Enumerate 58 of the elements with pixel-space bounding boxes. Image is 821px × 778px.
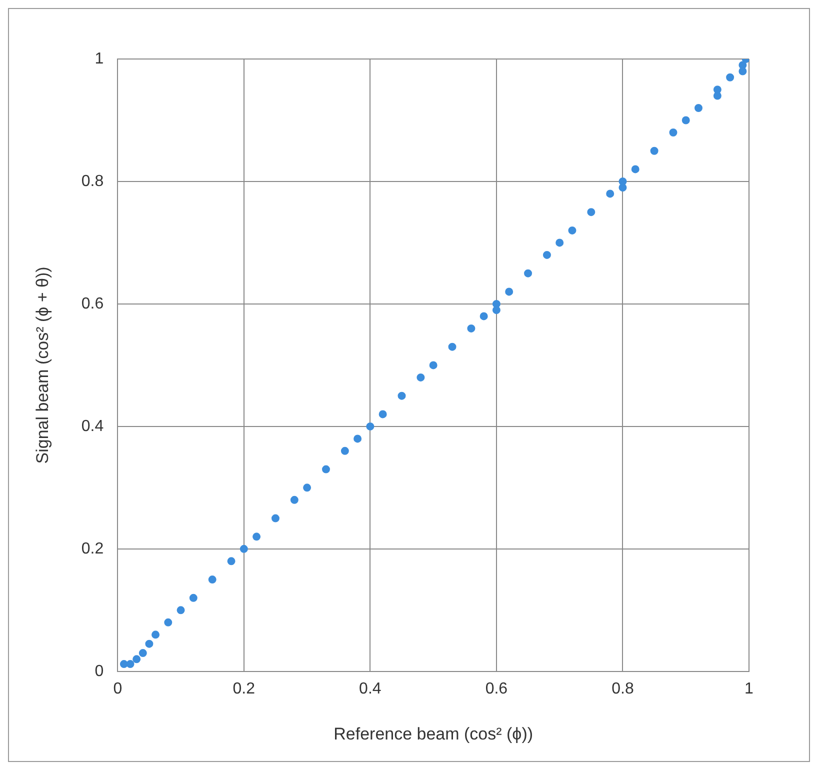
y-tick-label: 1 <box>94 50 104 68</box>
y-tick-label: 0 <box>94 662 104 680</box>
point <box>618 184 627 192</box>
point <box>587 208 596 216</box>
point <box>429 361 438 370</box>
point <box>606 190 614 198</box>
y-tick-label: 0.8 <box>81 172 104 190</box>
x-tick-label: 0.4 <box>359 680 382 698</box>
x-tick-label: 0.2 <box>232 680 256 698</box>
point <box>398 392 406 400</box>
point <box>542 250 551 259</box>
point <box>650 146 658 155</box>
point <box>132 655 141 664</box>
point <box>152 630 160 639</box>
point <box>738 67 747 76</box>
x-tick-label: 0 <box>113 680 122 698</box>
x-axis-title: Reference beam (cos² (ϕ)) <box>334 724 534 744</box>
point <box>713 92 722 100</box>
point <box>164 618 172 626</box>
point <box>492 306 500 314</box>
y-axis-title: Signal beam (cos² (ϕ + θ)) <box>32 266 52 464</box>
point <box>726 73 734 82</box>
x-tick-label: 0.8 <box>612 680 634 698</box>
y-tick-label: 0.2 <box>81 540 104 558</box>
y-tick-label: 0.4 <box>81 418 104 435</box>
point <box>240 544 248 553</box>
point <box>252 532 261 541</box>
point <box>189 594 198 602</box>
x-tick-label: 0.6 <box>485 680 508 698</box>
point <box>322 465 330 474</box>
point <box>416 373 425 382</box>
point <box>669 128 678 136</box>
point <box>467 324 476 332</box>
point <box>303 484 312 492</box>
point <box>176 606 185 614</box>
point <box>145 640 154 648</box>
point <box>208 576 216 584</box>
point <box>340 446 349 455</box>
point <box>448 342 456 351</box>
point <box>378 410 387 418</box>
point <box>354 434 362 443</box>
point <box>556 238 564 247</box>
point <box>227 557 236 566</box>
point <box>271 514 280 522</box>
point <box>126 660 134 668</box>
point <box>682 116 690 124</box>
point <box>480 312 488 320</box>
point <box>631 165 640 174</box>
point <box>568 226 576 234</box>
point <box>366 422 374 430</box>
point <box>120 660 128 668</box>
x-tick-label: 1 <box>744 680 754 698</box>
point <box>505 288 514 296</box>
point <box>290 496 298 504</box>
y-tick-label: 0.6 <box>81 295 104 312</box>
point <box>694 104 702 112</box>
point <box>138 649 147 658</box>
point <box>524 269 532 278</box>
